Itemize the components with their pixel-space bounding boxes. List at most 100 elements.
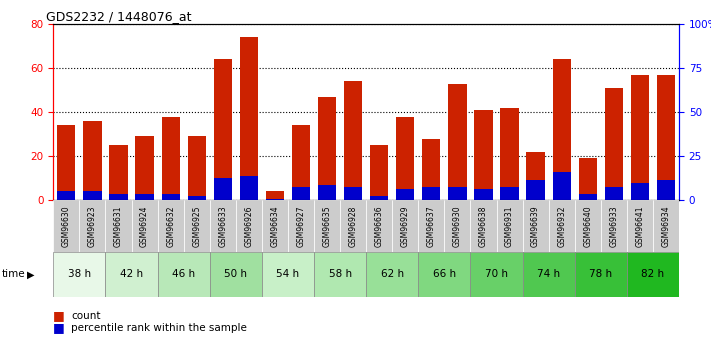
Text: GSM96929: GSM96929 (401, 205, 410, 247)
Bar (240, 176, 258, 200)
Bar (523, 252, 574, 297)
Bar (418, 252, 471, 297)
Text: count: count (71, 311, 100, 321)
Bar (53, 252, 105, 297)
Bar (631, 183, 649, 200)
Bar (370, 145, 388, 200)
Text: GSM96630: GSM96630 (62, 205, 71, 247)
Bar (132, 200, 158, 252)
Text: GSM96927: GSM96927 (296, 205, 306, 247)
Text: GSM96932: GSM96932 (557, 205, 566, 247)
Bar (579, 194, 597, 200)
Text: 38 h: 38 h (68, 269, 91, 279)
Text: 66 h: 66 h (433, 269, 456, 279)
Text: GSM96638: GSM96638 (479, 205, 488, 247)
Bar (523, 200, 549, 252)
Bar (83, 121, 102, 200)
Bar (657, 180, 675, 200)
Text: 54 h: 54 h (277, 269, 299, 279)
Bar (448, 83, 466, 200)
Bar (366, 200, 392, 252)
Bar (471, 252, 523, 297)
Bar (158, 252, 210, 297)
Bar (105, 200, 132, 252)
Bar (288, 200, 314, 252)
Bar (657, 75, 675, 200)
Bar (448, 187, 466, 200)
Text: GSM96924: GSM96924 (140, 205, 149, 247)
Bar (631, 75, 649, 200)
Bar (627, 252, 679, 297)
Text: GSM96930: GSM96930 (453, 205, 462, 247)
Text: ■: ■ (53, 321, 65, 334)
Bar (552, 171, 571, 200)
Bar (80, 200, 105, 252)
Text: GSM96634: GSM96634 (270, 205, 279, 247)
Text: GSM96931: GSM96931 (505, 205, 514, 247)
Bar (344, 81, 362, 200)
Bar (418, 200, 444, 252)
Text: time: time (1, 269, 25, 279)
Text: GSM96636: GSM96636 (375, 205, 384, 247)
Bar (109, 194, 127, 200)
Bar (422, 187, 440, 200)
Bar (53, 200, 80, 252)
Bar (109, 145, 127, 200)
Bar (210, 252, 262, 297)
Bar (474, 189, 493, 200)
Bar (501, 187, 518, 200)
Bar (392, 200, 418, 252)
Text: ■: ■ (53, 309, 65, 322)
Bar (501, 108, 518, 200)
Bar (135, 194, 154, 200)
Bar (496, 200, 523, 252)
Bar (604, 88, 623, 200)
Text: 74 h: 74 h (537, 269, 560, 279)
Bar (340, 200, 366, 252)
Text: 58 h: 58 h (328, 269, 352, 279)
Bar (549, 200, 574, 252)
Text: GSM96923: GSM96923 (88, 205, 97, 247)
Bar (292, 125, 310, 200)
Text: 46 h: 46 h (172, 269, 196, 279)
Bar (396, 189, 415, 200)
Bar (161, 117, 180, 200)
Bar (574, 200, 601, 252)
Text: GSM96925: GSM96925 (192, 205, 201, 247)
Text: GSM96641: GSM96641 (636, 205, 644, 247)
Bar (526, 152, 545, 200)
Text: 70 h: 70 h (485, 269, 508, 279)
Bar (474, 110, 493, 200)
Bar (183, 200, 210, 252)
Bar (396, 117, 415, 200)
Text: GSM96637: GSM96637 (427, 205, 436, 247)
Bar (210, 200, 236, 252)
Bar (135, 136, 154, 200)
Text: GSM96933: GSM96933 (609, 205, 619, 247)
Bar (57, 191, 75, 200)
Bar (83, 191, 102, 200)
Bar (579, 158, 597, 200)
Text: 42 h: 42 h (120, 269, 143, 279)
Bar (344, 187, 362, 200)
Bar (262, 200, 288, 252)
Text: 78 h: 78 h (589, 269, 612, 279)
Text: percentile rank within the sample: percentile rank within the sample (71, 323, 247, 333)
Bar (57, 125, 75, 200)
Bar (266, 199, 284, 200)
Bar (444, 200, 471, 252)
Bar (213, 178, 232, 200)
Bar (158, 200, 183, 252)
Bar (318, 185, 336, 200)
Text: GSM96640: GSM96640 (583, 205, 592, 247)
Bar (240, 37, 258, 200)
Bar (552, 59, 571, 200)
Bar (262, 252, 314, 297)
Text: GSM96633: GSM96633 (218, 205, 228, 247)
Bar (370, 196, 388, 200)
Bar (318, 97, 336, 200)
Bar (422, 139, 440, 200)
Text: GSM96928: GSM96928 (348, 205, 358, 247)
Bar (471, 200, 496, 252)
Text: ▶: ▶ (27, 269, 35, 279)
